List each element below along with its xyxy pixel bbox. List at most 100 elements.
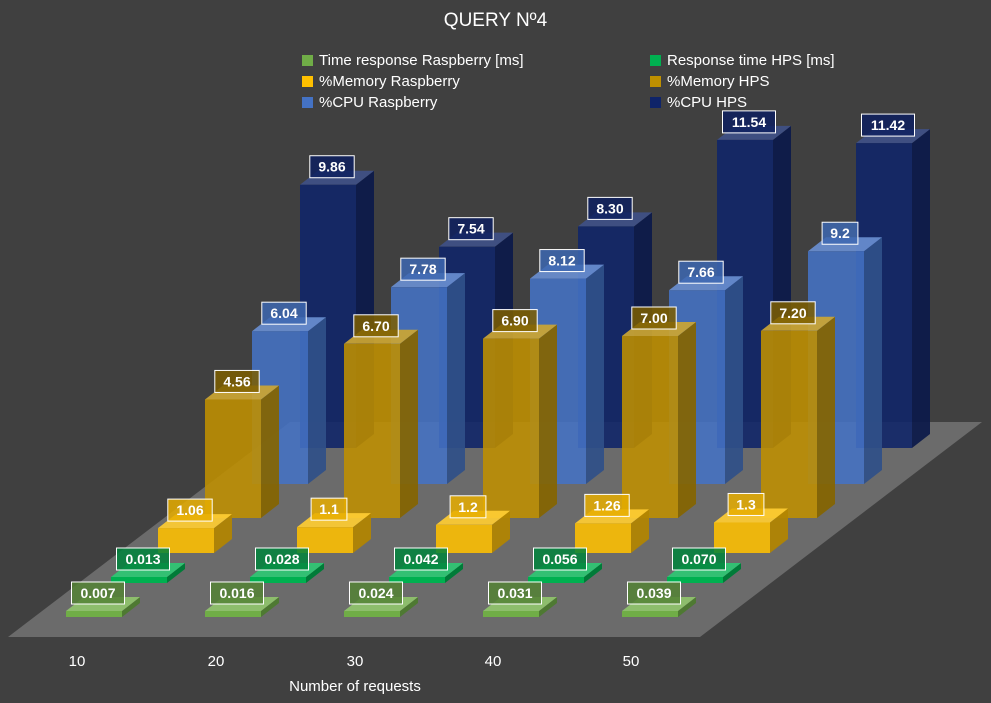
bar-side: [864, 237, 882, 484]
data-label-box: [627, 581, 681, 605]
bar-1-0: [111, 577, 167, 583]
data-label-box: [587, 196, 633, 220]
legend-label: %CPU Raspberry: [319, 94, 438, 111]
x-tick-label: 20: [207, 653, 225, 670]
bar-side: [586, 264, 604, 484]
bar-1-4: [667, 577, 723, 583]
bar-3-1: [344, 343, 400, 518]
legend-label: %Memory HPS: [667, 73, 770, 90]
data-label-box: [309, 155, 355, 179]
data-label: 1.1: [319, 501, 339, 517]
data-label-box: [861, 113, 915, 137]
data-label-box: [394, 547, 448, 571]
data-label-box: [210, 581, 264, 605]
data-label: 11.54: [732, 114, 766, 130]
data-label-box: [678, 260, 724, 284]
data-label-box: [349, 581, 403, 605]
data-label: 0.070: [681, 551, 716, 567]
x-tick-label: 50: [622, 653, 640, 670]
bars-layer: 0.007 0.016 0.024 0.031 0.039 0.013 0.028 0.042…: [66, 110, 930, 617]
data-label-box: [116, 547, 170, 571]
bar-side: [400, 329, 418, 518]
bar-side: [817, 316, 835, 518]
data-label: 1.06: [176, 502, 203, 518]
bar-side: [445, 563, 463, 583]
bar-side: [167, 563, 185, 583]
data-label: 7.66: [687, 264, 714, 280]
bar-1-2: [389, 577, 445, 583]
data-label-box: [821, 221, 859, 245]
data-label: 0.016: [219, 585, 254, 601]
data-label-box: [727, 492, 765, 516]
legend-right: Response time HPS [ms] %Memory HPS %CPU …: [650, 50, 835, 113]
legend-swatch: [302, 76, 313, 87]
bar-0-4: [622, 611, 678, 617]
data-label-box: [448, 217, 494, 241]
data-label-box: [631, 306, 677, 330]
data-label-box: [167, 498, 213, 522]
bar-side: [308, 317, 326, 484]
legend-item: %CPU Raspberry: [302, 92, 524, 113]
data-label-box: [488, 581, 542, 605]
bar-1-1: [250, 577, 306, 583]
bar-side: [447, 273, 465, 484]
bar-side: [678, 322, 696, 518]
bar-1-3: [528, 577, 584, 583]
data-label: 7.00: [640, 310, 667, 326]
bar-side: [770, 508, 788, 553]
bar-side: [539, 597, 557, 617]
data-label-box: [539, 249, 585, 273]
bar-0-1: [205, 611, 261, 617]
legend-swatch: [650, 97, 661, 108]
bar-group: [205, 385, 279, 518]
x-tick-label: 40: [484, 653, 502, 670]
data-label: 0.013: [125, 551, 160, 567]
legend-item: %Memory Raspberry: [302, 71, 524, 92]
data-label: 0.028: [264, 551, 299, 567]
bar-side: [261, 385, 279, 518]
bar-side: [122, 597, 140, 617]
data-label: 7.20: [779, 305, 806, 321]
data-label: 8.30: [596, 200, 623, 216]
chart-title: QUERY Nº4: [443, 10, 548, 31]
data-label-box: [214, 369, 260, 393]
bar-0-2: [344, 611, 400, 617]
x-axis-label: Number of requests: [289, 678, 421, 695]
data-label: 0.042: [403, 551, 438, 567]
bar-side: [539, 324, 557, 518]
bar-side: [912, 129, 930, 448]
legend-swatch: [650, 76, 661, 87]
bar-3-4: [761, 330, 817, 518]
bar-3-3: [622, 336, 678, 518]
bar-group: [483, 324, 557, 518]
bar-3-0: [205, 399, 261, 518]
data-label-box: [449, 495, 487, 519]
bar-0-0: [66, 611, 122, 617]
bar-group: [622, 322, 696, 518]
bar-side: [631, 509, 649, 553]
data-label: 9.2: [830, 225, 850, 241]
data-label: 1.26: [593, 497, 620, 513]
legend-swatch: [650, 55, 661, 66]
bar-0-3: [483, 611, 539, 617]
legend-label: %Memory Raspberry: [319, 73, 460, 90]
data-label: 0.007: [80, 585, 115, 601]
data-label-box: [533, 547, 587, 571]
legend-label: %CPU HPS: [667, 94, 748, 111]
legend-item: %Memory HPS: [650, 71, 835, 92]
bar-side: [492, 510, 510, 553]
legend-item: Time response Raspberry [ms]: [302, 50, 524, 71]
data-label: 1.3: [736, 496, 756, 512]
data-label-box: [672, 547, 726, 571]
bar-side: [214, 514, 232, 553]
data-label: 6.04: [270, 305, 297, 321]
data-label-box: [400, 257, 446, 281]
data-label-box: [255, 547, 309, 571]
data-label: 7.54: [457, 221, 484, 237]
legend-label: Time response Raspberry [ms]: [319, 52, 524, 69]
data-label-box: [722, 110, 776, 134]
bar-3-2: [483, 338, 539, 518]
bar-side: [678, 597, 696, 617]
legend-item: %CPU HPS: [650, 92, 835, 113]
